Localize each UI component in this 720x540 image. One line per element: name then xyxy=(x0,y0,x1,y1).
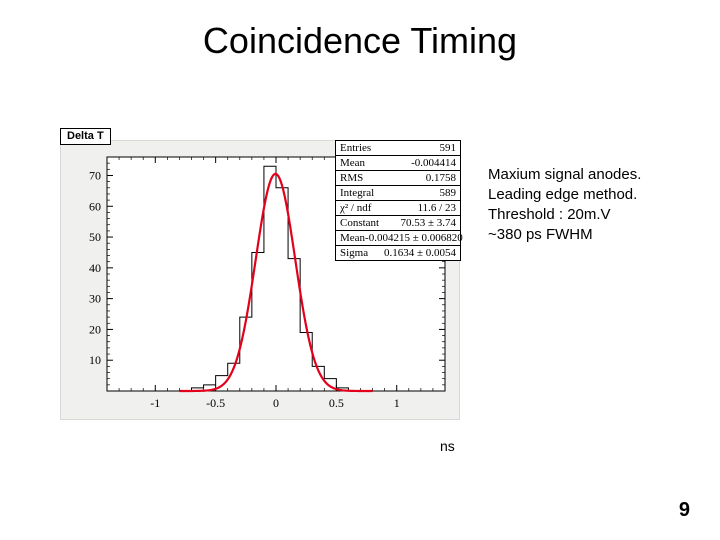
svg-text:-0.5: -0.5 xyxy=(206,396,225,410)
stat-row: χ² / ndf 11.6 / 23 xyxy=(336,201,460,216)
stat-row: Mean-0.004215 ± 0.006820 xyxy=(336,231,460,246)
annotation-line: Maxium signal anodes. xyxy=(488,165,641,185)
svg-text:10: 10 xyxy=(89,353,101,367)
stat-label: Sigma xyxy=(340,247,368,259)
stat-row: Entries 591 xyxy=(336,141,460,156)
stat-row: Sigma 0.1634 ± 0.0054 xyxy=(336,246,460,260)
svg-text:60: 60 xyxy=(89,199,101,213)
stat-value: -0.004215 ± 0.006820 xyxy=(365,232,463,244)
stat-label: χ² / ndf xyxy=(340,202,371,214)
page-number: 9 xyxy=(679,499,690,522)
x-axis-unit: ns xyxy=(440,438,455,454)
stat-row: Mean -0.004414 xyxy=(336,156,460,171)
svg-text:30: 30 xyxy=(89,292,101,306)
svg-text:-1: -1 xyxy=(150,396,160,410)
svg-text:1: 1 xyxy=(394,396,400,410)
stat-value: 589 xyxy=(440,187,457,199)
svg-text:70: 70 xyxy=(89,168,101,182)
stat-value: 0.1634 ± 0.0054 xyxy=(384,247,456,259)
stat-value: 0.1758 xyxy=(426,172,456,184)
stat-label: Mean xyxy=(340,157,365,169)
annotation-text: Maxium signal anodes. Leading edge metho… xyxy=(488,165,641,245)
stat-row: Integral 589 xyxy=(336,186,460,201)
stat-label: Integral xyxy=(340,187,374,199)
stat-row: Constant 70.53 ± 3.74 xyxy=(336,216,460,231)
annotation-line: Leading edge method. xyxy=(488,185,641,205)
stat-label: Mean xyxy=(340,232,365,244)
stat-value: 70.53 ± 3.74 xyxy=(400,217,456,229)
stat-value: 11.6 / 23 xyxy=(418,202,456,214)
stat-label: Entries xyxy=(340,142,371,154)
svg-text:20: 20 xyxy=(89,322,101,336)
svg-text:0: 0 xyxy=(273,396,279,410)
stat-row: RMS 0.1758 xyxy=(336,171,460,186)
svg-text:40: 40 xyxy=(89,261,101,275)
stat-value: 591 xyxy=(440,142,457,154)
svg-text:50: 50 xyxy=(89,230,101,244)
chart-box-title: Delta T xyxy=(60,128,111,145)
stat-label: Constant xyxy=(340,217,379,229)
stat-value: -0.004414 xyxy=(411,157,456,169)
stat-label: RMS xyxy=(340,172,363,184)
page-title: Coincidence Timing xyxy=(0,20,720,62)
stats-box: Entries 591 Mean -0.004414 RMS 0.1758 Integ… xyxy=(335,140,461,261)
annotation-line: Threshold : 20m.V xyxy=(488,205,641,225)
annotation-line: ~380 ps FWHM xyxy=(488,225,641,245)
svg-text:0.5: 0.5 xyxy=(329,396,344,410)
